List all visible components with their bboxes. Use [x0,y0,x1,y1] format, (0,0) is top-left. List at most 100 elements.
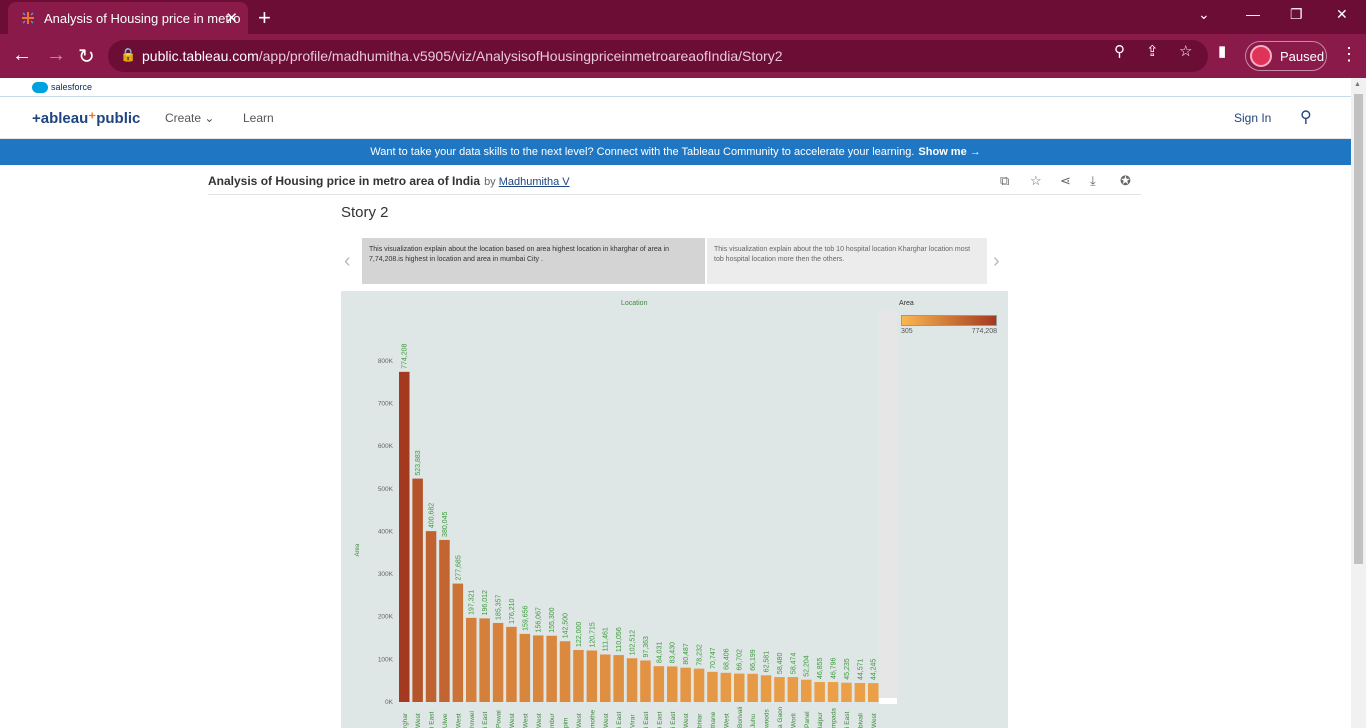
data-label: 78,232 [697,644,704,666]
x-tick-label: mpada [831,708,838,728]
x-tick-label: West [536,713,543,728]
legend-side-panel-end [879,698,897,704]
forward-icon[interactable]: → [46,44,66,66]
bookmark-star-icon[interactable]: ☆ [1179,43,1193,60]
data-label: 523,883 [415,450,422,475]
profile-button[interactable]: Paused [1245,41,1327,71]
legend-title: Area [899,300,914,307]
favorite-star-icon[interactable]: ☆ [1030,173,1042,188]
nav-learn[interactable]: Learn [243,111,274,125]
address-bar[interactable]: 🔒 public.tableau.com/app/profile/madhumi… [108,40,1208,72]
back-icon[interactable]: ← [12,44,32,66]
zoom-icon[interactable]: ⚲ [1114,43,1125,60]
y-tick-label: 400K [378,528,394,535]
story-prev-icon[interactable]: ‹ [344,250,351,272]
restore-icon[interactable]: ❐ [1290,6,1303,22]
author-link[interactable]: Madhumitha V [498,176,570,188]
close-window-icon[interactable]: ✕ [1336,6,1348,22]
data-label: 197,321 [469,589,476,614]
data-label: 400,682 [429,503,436,528]
x-tick-label: pim [563,718,570,728]
scroll-up-icon[interactable]: ▲ [1354,81,1361,88]
y-tick-label: 0K [385,699,394,706]
story-point-1[interactable]: This visualization explain about the loc… [362,238,705,284]
sign-in-link[interactable]: Sign In [1234,111,1272,125]
tableau-favicon-icon [22,12,34,24]
data-label: 46,855 [817,658,824,680]
page-scrollbar[interactable]: ▲ [1351,78,1366,728]
x-tick-label: Powai [496,710,503,728]
minimize-icon[interactable]: — [1246,6,1260,22]
new-tab-icon[interactable]: + [258,5,271,30]
browser-tab[interactable]: Analysis of Housing price in metro ✕ [8,2,248,34]
url-host: public.tableau.com [142,48,259,64]
y-tick-label: 200K [378,614,394,621]
nav-create[interactable]: Create ⌄ [165,111,215,125]
data-label: 97,363 [643,636,650,658]
salesforce-cloud-icon [32,81,48,93]
x-tick-label: bhiar [697,713,704,728]
bar [747,673,758,702]
copy-icon[interactable]: ⧉ [1000,173,1010,188]
bar [613,655,624,702]
data-label: 774,208 [402,343,409,368]
bar [492,622,504,702]
x-tick-label: rghar [402,712,409,728]
bar [707,671,718,702]
browser-menu-icon[interactable]: ⋮ [1340,44,1358,64]
bar [827,682,839,702]
data-label: 185,357 [496,595,503,620]
viz-of-day-badge-icon[interactable]: ✪ [1120,173,1131,188]
scrollbar-thumb[interactable] [1354,94,1363,564]
bar [854,682,866,702]
show-me-link[interactable]: Show me → [918,146,981,158]
data-label: 102,512 [630,630,637,655]
x-tick-label: i East [482,712,489,728]
story-next-icon[interactable]: › [993,250,1000,272]
bar [801,679,812,702]
bar [640,660,651,702]
y-tick-label: 100K [378,656,394,663]
data-label: 44,245 [871,659,878,681]
side-panel-icon[interactable]: ▮ [1218,43,1227,60]
x-tick-label: West [509,713,516,728]
legend-max: 774,208 [971,328,997,335]
bar [533,635,544,702]
close-tab-icon[interactable]: ✕ [225,10,238,27]
search-icon[interactable]: ⚲ [1300,109,1312,126]
share-icon[interactable]: ⋖ [1060,173,1071,188]
bar [479,618,490,702]
download-icon[interactable]: ⤓ [1090,173,1096,188]
data-label: 66,199 [750,649,757,671]
bar [760,675,772,702]
tab-search-chevron-icon[interactable]: ⌄ [1198,6,1210,22]
data-label: 111,461 [603,627,610,651]
nav-create-label: Create [165,111,202,125]
reload-icon[interactable]: ↻ [78,46,95,68]
data-label: 277,685 [455,555,462,580]
bar [787,677,799,702]
data-label: 80,487 [683,643,690,665]
viz-title: Analysis of Housing price in metro area … [208,174,481,188]
x-tick-label: West [576,713,583,728]
chart-title: Location [621,300,648,307]
data-label: 110,056 [616,627,623,652]
x-tick-label: i East [670,712,677,728]
tableau-public-logo[interactable]: +ableau⁺public [32,110,141,127]
bar [399,371,410,702]
tableau-nav: +ableau⁺public Create ⌄ Learn Sign In ⚲ [0,97,1351,139]
x-tick-label: i East [429,712,436,728]
data-label: 68,406 [723,648,730,670]
bar [653,666,665,702]
bar [774,677,785,702]
bar [412,478,423,702]
data-label: 159,656 [522,606,529,631]
x-tick-label: West [603,713,610,728]
data-label: 46,796 [831,658,838,680]
x-tick-label: hnwel [469,710,476,728]
story-point-2[interactable]: This visualization explain about the tob… [707,238,987,284]
share-icon[interactable]: ⇪ [1146,43,1159,60]
avatar [1250,45,1272,67]
x-tick-label: West [415,713,422,728]
salesforce-logo[interactable]: salesforce [32,80,92,94]
